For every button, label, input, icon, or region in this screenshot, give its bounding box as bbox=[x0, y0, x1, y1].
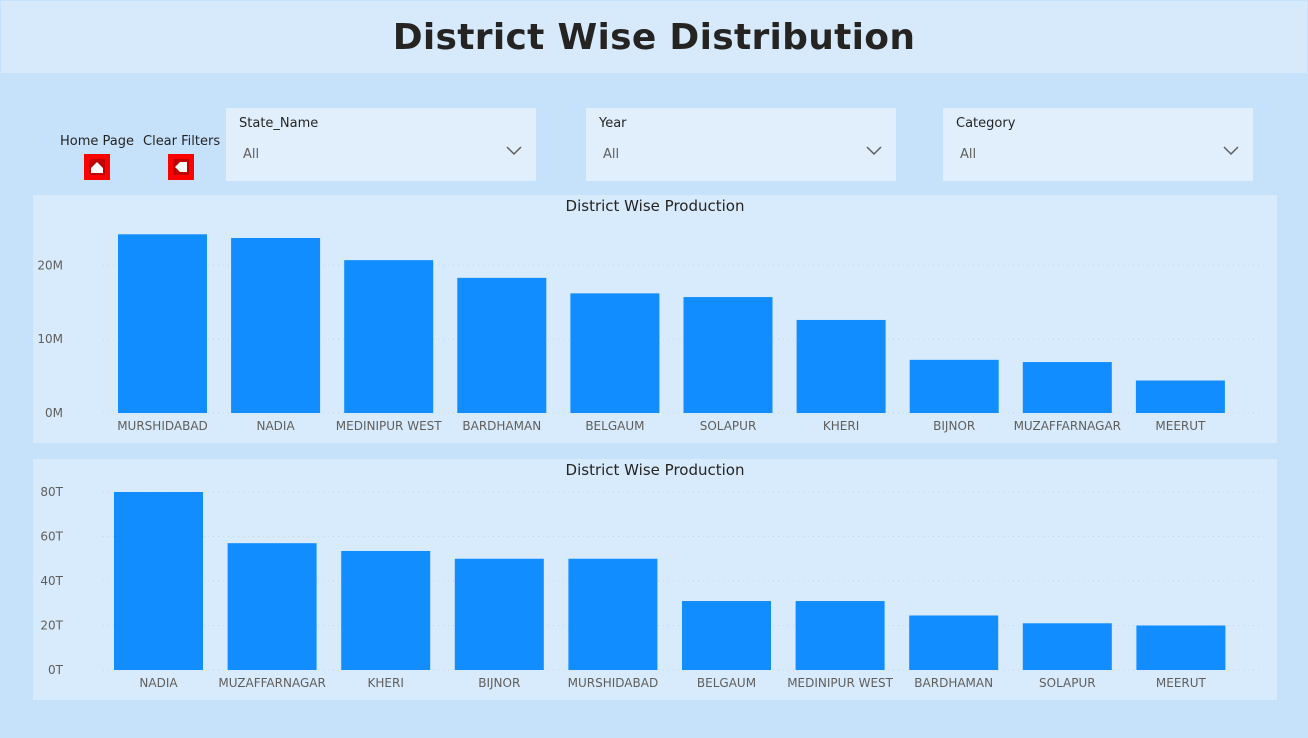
x-category-label: SOLAPUR bbox=[1039, 676, 1096, 690]
x-category-label: MURSHIDABAD bbox=[117, 419, 208, 433]
bar[interactable] bbox=[118, 234, 207, 413]
slicer-value: All bbox=[960, 147, 977, 162]
home-page-nav: Home Page bbox=[59, 134, 135, 180]
x-category-label: KHERI bbox=[823, 419, 859, 433]
bar[interactable] bbox=[454, 558, 544, 670]
page-title: District Wise Distribution bbox=[392, 16, 916, 58]
report-header: District Wise Distribution bbox=[1, 1, 1307, 74]
x-category-label: BIJNOR bbox=[478, 676, 520, 690]
y-tick-label: 40T bbox=[40, 574, 63, 588]
home-page-button[interactable] bbox=[84, 154, 110, 180]
x-category-label: MUZAFFARNAGAR bbox=[218, 676, 325, 690]
x-category-label: BELGAUM bbox=[585, 419, 644, 433]
slicer-title: State_Name bbox=[239, 116, 319, 131]
chevron-down-icon[interactable] bbox=[1223, 146, 1239, 156]
bar[interactable] bbox=[796, 319, 886, 413]
chart-panel-top: District Wise Production 0M 10M 20M MURSHIDA… bbox=[33, 195, 1277, 443]
x-category-label: MEDINIPUR WEST bbox=[787, 676, 893, 690]
bar[interactable] bbox=[344, 260, 434, 413]
bar[interactable] bbox=[568, 558, 658, 670]
bar[interactable] bbox=[227, 543, 317, 670]
chevron-down-icon[interactable] bbox=[506, 146, 522, 156]
slicer-value: All bbox=[243, 147, 260, 162]
y-tick-label: 20M bbox=[37, 258, 63, 272]
bar[interactable] bbox=[795, 601, 885, 670]
production-chart-bottom: District Wise Production 0T 20T 40T 60T 80T NA… bbox=[40, 461, 1263, 690]
bar[interactable] bbox=[457, 277, 547, 413]
bar[interactable] bbox=[682, 601, 771, 670]
production-chart-top: District Wise Production 0M 10M 20M MURSHIDA… bbox=[37, 197, 1263, 433]
x-category-label: MEERUT bbox=[1155, 419, 1206, 433]
x-category-label: MEERUT bbox=[1156, 676, 1207, 690]
bar[interactable] bbox=[1022, 362, 1112, 413]
bar[interactable] bbox=[1022, 623, 1112, 670]
home-icon bbox=[91, 162, 103, 173]
bar[interactable] bbox=[909, 615, 999, 670]
bar[interactable] bbox=[909, 359, 999, 413]
y-tick-label: 20T bbox=[40, 619, 63, 633]
chart-title: District Wise Production bbox=[566, 197, 745, 215]
home-page-label: Home Page bbox=[60, 134, 134, 149]
x-category-label: MEDINIPUR WEST bbox=[336, 419, 442, 433]
y-tick-label: 0T bbox=[48, 663, 64, 677]
slicer-year[interactable]: Year All bbox=[586, 108, 896, 181]
bar[interactable] bbox=[683, 297, 773, 413]
chart-title: District Wise Production bbox=[566, 461, 745, 479]
x-category-label: BARDHAMAN bbox=[914, 676, 993, 690]
x-category-label: NADIA bbox=[257, 419, 296, 433]
clear-filters-label: Clear Filters bbox=[143, 134, 221, 149]
x-category-label: MURSHIDABAD bbox=[568, 676, 659, 690]
bar[interactable] bbox=[570, 293, 660, 413]
y-tick-label: 80T bbox=[40, 485, 63, 499]
slicer-state-name[interactable]: State_Name All bbox=[226, 108, 536, 181]
chevron-down-icon[interactable] bbox=[866, 146, 882, 156]
x-category-label: NADIA bbox=[139, 676, 178, 690]
clear-filters-nav: Clear Filters bbox=[143, 134, 221, 180]
bar[interactable] bbox=[114, 492, 203, 670]
slicer-value: All bbox=[603, 147, 620, 162]
x-category-label: BARDHAMAN bbox=[462, 419, 541, 433]
bar[interactable] bbox=[1135, 380, 1225, 413]
x-category-label: BIJNOR bbox=[933, 419, 975, 433]
x-category-label: KHERI bbox=[368, 676, 404, 690]
y-tick-label: 0M bbox=[45, 406, 63, 420]
bar[interactable] bbox=[1136, 625, 1226, 671]
slicer-title: Category bbox=[956, 116, 1016, 131]
eraser-icon bbox=[175, 162, 187, 172]
y-tick-label: 10M bbox=[37, 332, 63, 346]
y-tick-label: 60T bbox=[40, 530, 63, 544]
bar[interactable] bbox=[231, 237, 321, 413]
x-category-label: BELGAUM bbox=[697, 676, 756, 690]
slicer-category[interactable]: Category All bbox=[943, 108, 1253, 181]
x-category-label: SOLAPUR bbox=[700, 419, 757, 433]
x-category-label: MUZAFFARNAGAR bbox=[1014, 419, 1121, 433]
bar[interactable] bbox=[341, 550, 431, 670]
chart-panel-bottom: District Wise Production 0T 20T 40T 60T 80T NA… bbox=[33, 459, 1277, 700]
clear-filters-button[interactable] bbox=[168, 154, 194, 180]
slicer-title: Year bbox=[599, 116, 627, 131]
